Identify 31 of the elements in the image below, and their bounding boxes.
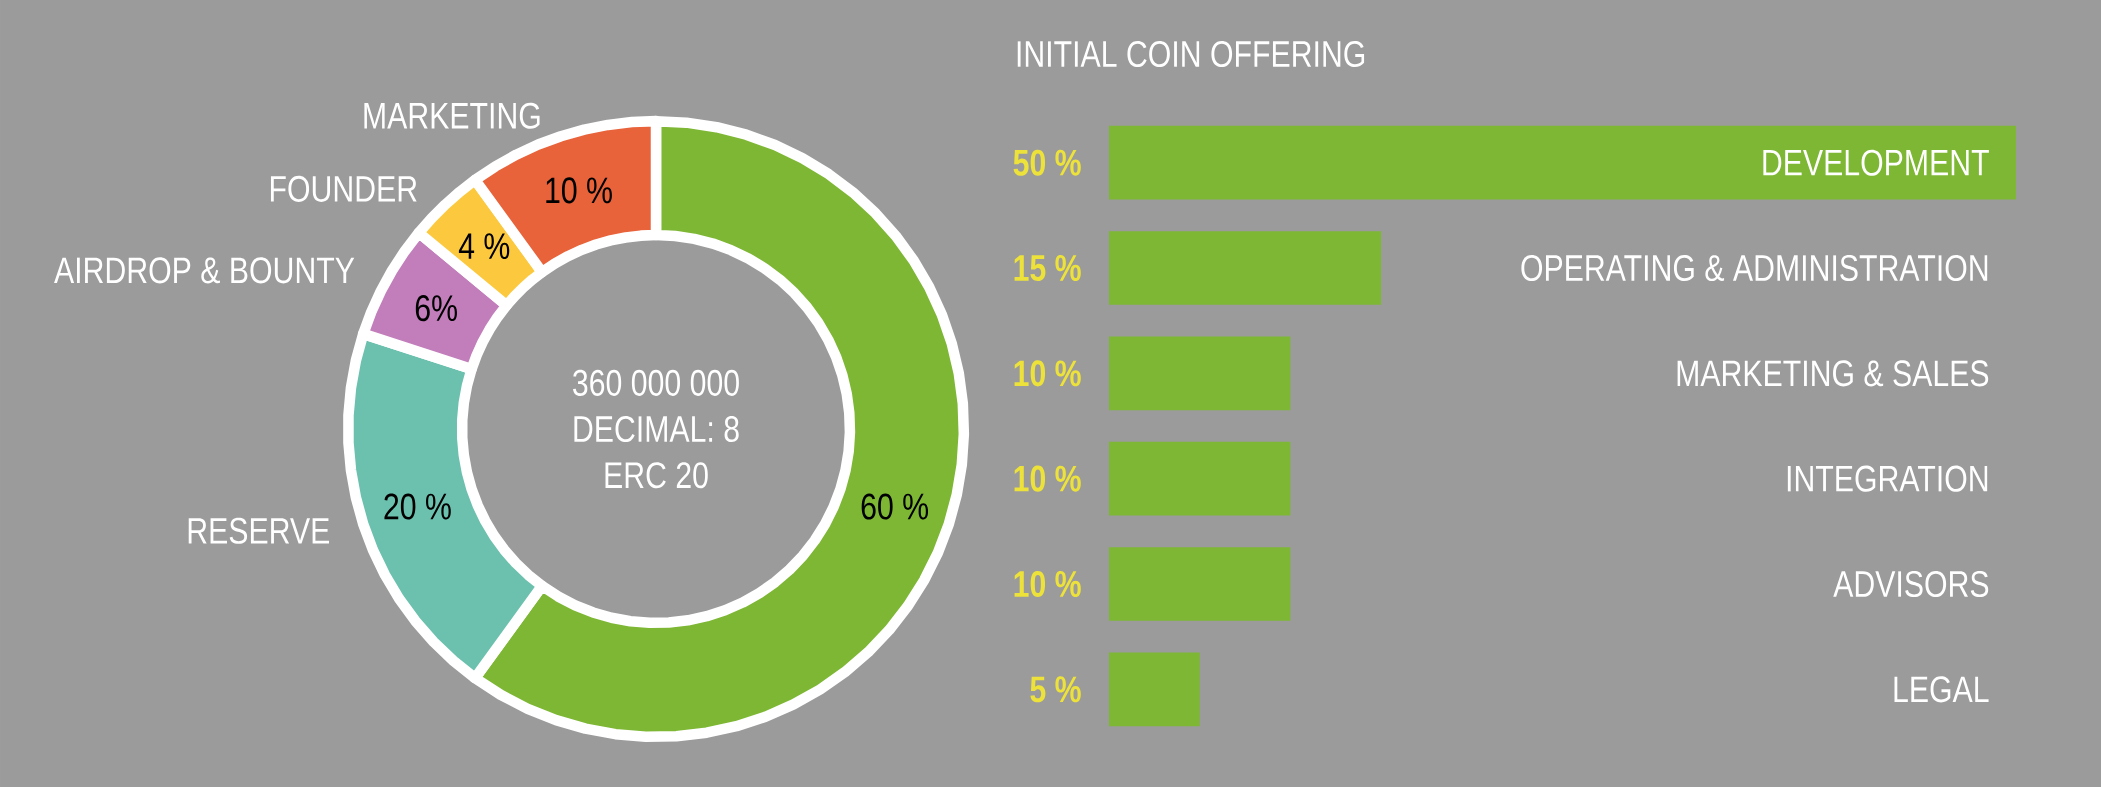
- text: 360 000 000: [573, 369, 739, 396]
- data-label: 15 %: [1014, 255, 1081, 282]
- bar: [1109, 336, 1291, 411]
- slice-label: MARKETING: [364, 102, 540, 129]
- bar: [1109, 547, 1291, 621]
- y-tick-label: ADVISORS: [1833, 570, 1989, 598]
- data-label: 6%: [415, 295, 457, 322]
- data-label: 50 %: [1013, 149, 1081, 176]
- data-label: 20 %: [384, 493, 451, 520]
- chart-title: INITIAL COIN OFFERING: [1017, 40, 1365, 68]
- y-tick-label: INTEGRATION: [1787, 465, 1988, 492]
- y-tick-label: OPERATING & ADMINISTRATION: [1521, 254, 1988, 282]
- data-label: 5 %: [1030, 676, 1081, 703]
- slice-label: AIRDROP & BOUNTY: [54, 257, 355, 284]
- bar: [1109, 652, 1200, 727]
- data-label: 4 %: [458, 233, 510, 260]
- data-label: 60 %: [861, 493, 929, 520]
- text: DECIMAL: 8: [574, 415, 739, 443]
- slice-label: FOUNDER: [270, 175, 417, 202]
- y-tick-label: DEVELOPMENT: [1763, 149, 1989, 176]
- data-label: 10 %: [546, 177, 612, 204]
- data-label: 10 %: [1014, 360, 1081, 387]
- bar: [1109, 125, 2016, 200]
- bar: [1109, 441, 1291, 516]
- y-tick-label: MARKETING & SALES: [1677, 360, 1989, 387]
- text: ERC 20: [605, 462, 708, 489]
- data-label: 10 %: [1014, 465, 1081, 492]
- bar: [1109, 231, 1382, 305]
- slice-label: RESERVE: [188, 517, 330, 544]
- y-tick-label: LEGAL: [1894, 676, 1989, 703]
- data-label: 10 %: [1014, 570, 1081, 598]
